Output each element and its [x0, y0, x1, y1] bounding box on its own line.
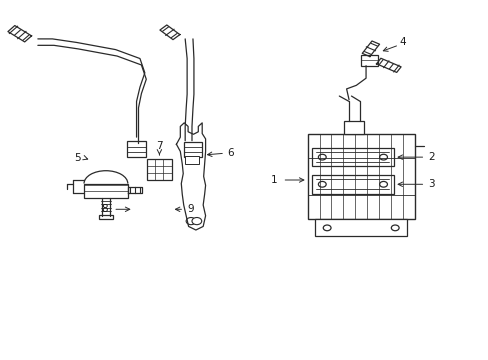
Text: 3: 3 [427, 179, 434, 189]
Text: 9: 9 [187, 204, 193, 214]
Bar [307, 134, 414, 219]
Text: 7: 7 [156, 141, 163, 152]
Text: 4: 4 [398, 37, 405, 48]
Bar [311, 175, 393, 194]
Text: 1: 1 [270, 175, 277, 185]
Text: 5: 5 [74, 153, 81, 163]
Bar [126, 141, 146, 157]
Bar [99, 215, 113, 219]
Circle shape [192, 217, 201, 225]
Bar [361, 55, 377, 66]
Circle shape [186, 217, 196, 225]
Bar [314, 219, 407, 237]
Circle shape [318, 154, 325, 160]
Circle shape [379, 181, 386, 187]
Bar [147, 158, 171, 180]
Bar [311, 148, 393, 166]
Circle shape [390, 225, 398, 231]
Bar [344, 121, 363, 134]
Text: 2: 2 [427, 152, 434, 162]
Bar [185, 156, 199, 164]
Circle shape [318, 181, 325, 187]
Bar [84, 184, 127, 198]
Bar [183, 142, 202, 157]
Circle shape [379, 154, 386, 160]
Text: 8: 8 [102, 204, 108, 214]
Text: 6: 6 [227, 148, 234, 158]
Circle shape [323, 225, 330, 231]
